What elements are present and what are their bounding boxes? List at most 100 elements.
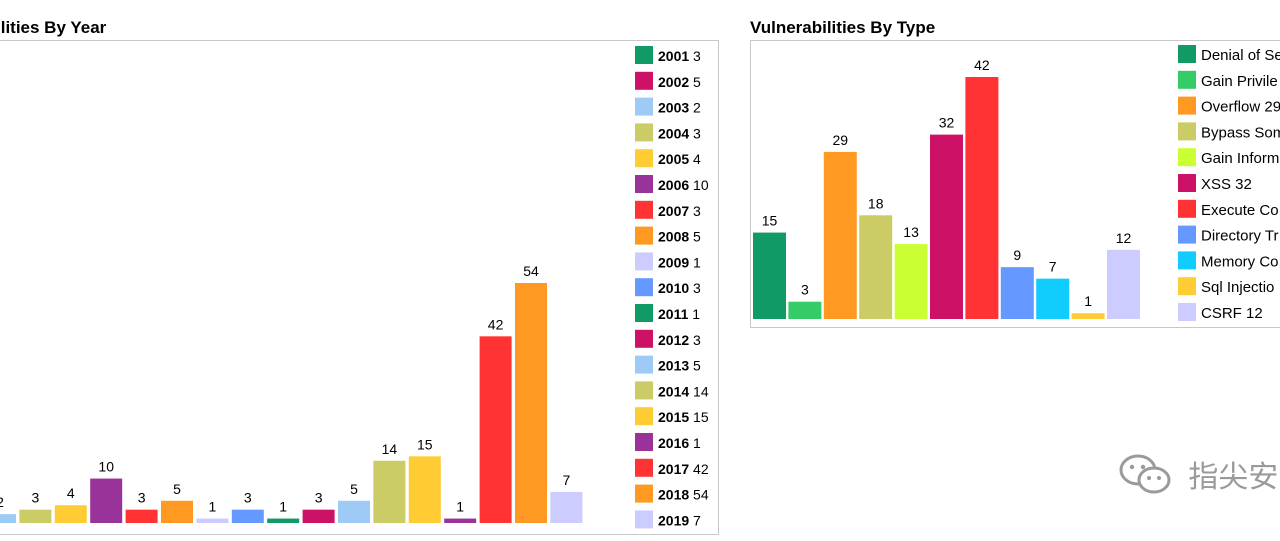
data-label-2016: 1 [456, 499, 464, 515]
data-label-2006: 10 [98, 459, 114, 475]
data-label-type-4: 13 [903, 224, 919, 240]
legend-swatch-2011 [635, 304, 653, 322]
bar-2017 [479, 336, 512, 523]
legend-swatch-type-8 [1178, 251, 1196, 270]
bar-2019 [550, 491, 583, 523]
legend-label-2008: 2008 5 [658, 229, 701, 245]
bar-2012 [302, 509, 335, 523]
watermark: 指尖安 [1118, 452, 1280, 500]
bar-type-9 [1071, 313, 1105, 319]
legend-label-2010: 2010 3 [658, 280, 701, 296]
bar-2003 [0, 514, 16, 523]
legend-swatch-2006 [635, 175, 653, 193]
legend-label-type-6: Execute Co [1201, 202, 1279, 219]
data-label-type-10: 12 [1116, 230, 1132, 246]
legend-label-2012: 2012 3 [658, 332, 701, 348]
bar-type-6 [965, 77, 999, 319]
chart-panel-by-type: 15 3 29 18 13 32 42 9 7 1 12 Denial of Se Gain Privi… [750, 40, 1280, 328]
legend-label-2001: 2001 3 [658, 48, 701, 64]
legend-swatch-type-7 [1178, 225, 1196, 244]
legend-label-2014: 2014 14 [658, 383, 709, 399]
legend-swatch-2003 [635, 97, 653, 116]
legend-swatch-2015 [635, 407, 653, 426]
data-label-2015: 15 [417, 436, 433, 452]
bar-type-8 [1036, 278, 1070, 319]
legend-swatch-2013 [635, 355, 653, 374]
legend-swatch-2017 [635, 458, 653, 477]
bar-2007 [125, 509, 158, 523]
bar-type-5 [930, 134, 963, 319]
bar-2016 [444, 518, 477, 523]
legend-swatch-type-10 [1178, 303, 1196, 321]
legend-swatch-2014 [635, 381, 653, 400]
data-label-2017: 42 [488, 316, 504, 332]
bar-2018 [515, 283, 547, 523]
legend-label-type-3: Bypass Som [1201, 124, 1280, 141]
legend-swatch-type-1 [1178, 70, 1196, 89]
data-label-type-2: 29 [833, 132, 849, 148]
legend-swatch-2002 [635, 71, 653, 90]
data-label-2018: 54 [523, 263, 539, 279]
legend-label-2011: 2011 1 [658, 306, 700, 322]
legend-label-type-10: CSRF 12 [1201, 305, 1263, 322]
legend-swatch-2001 [635, 46, 653, 64]
legend-swatch-2018 [635, 484, 653, 503]
bar-type-0 [753, 232, 786, 319]
data-label-type-3: 18 [868, 195, 884, 211]
legend-label-2019: 2019 7 [658, 512, 701, 528]
bar-2009 [196, 518, 229, 523]
legend-swatch-type-9 [1178, 277, 1196, 296]
data-label-2007: 3 [138, 490, 146, 506]
legend-swatch-2007 [635, 200, 653, 219]
legend-label-type-4: Gain Inform [1201, 150, 1279, 167]
legend-label-type-2: Overflow 29 [1201, 99, 1280, 116]
bar-type-7 [1000, 267, 1034, 319]
bar-2014 [373, 460, 406, 523]
data-label-type-5: 32 [939, 115, 955, 131]
chart-title-by-type: Vulnerabilities By Type [750, 18, 936, 37]
bar-chart-by-year: 2 3 4 10 3 5 1 3 1 3 5 14 15 1 42 54 7 2001 3 2002 5 2003 2… [0, 46, 709, 529]
legend-swatch-2008 [635, 226, 653, 245]
legend-label-type-7: Directory Tr [1201, 228, 1279, 245]
bar-type-4 [894, 244, 928, 319]
bar-2005 [54, 505, 87, 523]
legend-label-2005: 2005 4 [658, 151, 701, 167]
data-label-type-1: 3 [801, 282, 809, 298]
legend-swatch-type-3 [1178, 122, 1196, 141]
legend-label-type-5: XSS 32 [1201, 176, 1252, 193]
bar-type-1 [788, 301, 822, 319]
bar-2015 [408, 456, 441, 523]
legend-label-type-9: Sql Injectio [1201, 279, 1274, 296]
legend-label-type-1: Gain Privile [1201, 73, 1278, 90]
legend-swatch-2010 [635, 278, 653, 297]
data-label-type-7: 9 [1013, 247, 1021, 263]
bar-2006 [90, 478, 123, 523]
legend-label-2007: 2007 3 [658, 203, 701, 219]
legend-label-2004: 2004 3 [658, 125, 701, 141]
data-label-2011: 1 [279, 499, 287, 515]
legend-label-2003: 2003 2 [658, 100, 701, 116]
bar-chart-by-type: 15 3 29 18 13 32 42 9 7 1 12 Denial of Se Gain Privi… [753, 45, 1280, 322]
data-label-2010: 3 [244, 490, 252, 506]
watermark-text: 指尖安 [1188, 461, 1279, 494]
legend-swatch-2012 [635, 329, 653, 348]
legend-label-2016: 2016 1 [658, 435, 701, 451]
legend-label-2013: 2013 5 [658, 358, 701, 374]
legend-swatch-type-0 [1178, 45, 1196, 63]
data-label-type-6: 42 [974, 57, 990, 73]
legend-swatch-type-6 [1178, 199, 1196, 218]
data-label-type-9: 1 [1084, 293, 1092, 309]
legend-label-2018: 2018 54 [658, 487, 709, 503]
legend-swatch-2016 [635, 433, 653, 451]
data-label-type-8: 7 [1049, 259, 1057, 275]
legend-label-2017: 2017 42 [658, 461, 709, 477]
legend-label-2002: 2002 5 [658, 74, 701, 90]
legend-swatch-2019 [635, 510, 653, 529]
bar-type-3 [859, 215, 893, 319]
legend-label-type-0: Denial of Se [1201, 47, 1280, 64]
wechat-icon [1119, 454, 1171, 494]
data-label-2005: 4 [67, 485, 75, 501]
bar-2008 [161, 500, 193, 523]
bar-2004 [19, 509, 52, 523]
bar-2011 [267, 518, 300, 523]
